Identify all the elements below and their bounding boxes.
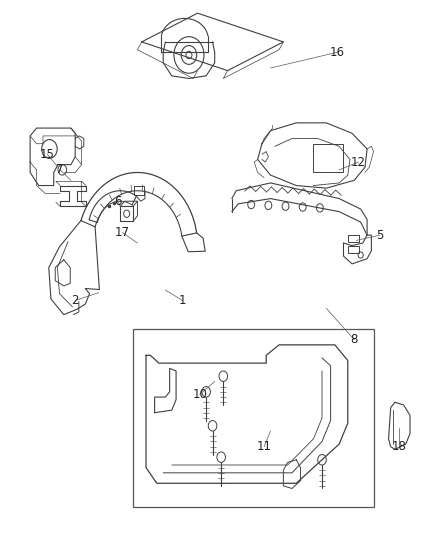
Text: 16: 16 [329,46,345,59]
Bar [134,185,144,195]
Text: 15: 15 [40,148,55,160]
Text: 5: 5 [376,229,384,241]
Text: 1: 1 [179,294,186,307]
Text: 8: 8 [350,333,358,346]
Text: 11: 11 [257,440,272,453]
Text: 10: 10 [192,388,207,401]
Bar [314,144,343,173]
Text: 17: 17 [115,226,130,239]
Text: 18: 18 [392,440,407,453]
Bar [348,246,358,254]
Bar [348,235,358,242]
Text: 7: 7 [57,164,64,176]
Bar [133,329,374,507]
Text: 2: 2 [71,294,79,307]
Text: 6: 6 [114,195,122,208]
Text: 12: 12 [351,156,366,168]
